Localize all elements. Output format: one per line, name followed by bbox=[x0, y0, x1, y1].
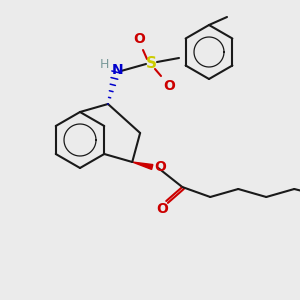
Text: H: H bbox=[99, 58, 109, 70]
Text: O: O bbox=[154, 160, 166, 174]
Text: N: N bbox=[112, 63, 124, 77]
Text: S: S bbox=[146, 56, 157, 71]
Text: O: O bbox=[163, 79, 175, 93]
Text: O: O bbox=[133, 32, 145, 46]
Text: O: O bbox=[156, 202, 168, 216]
Polygon shape bbox=[132, 162, 153, 169]
